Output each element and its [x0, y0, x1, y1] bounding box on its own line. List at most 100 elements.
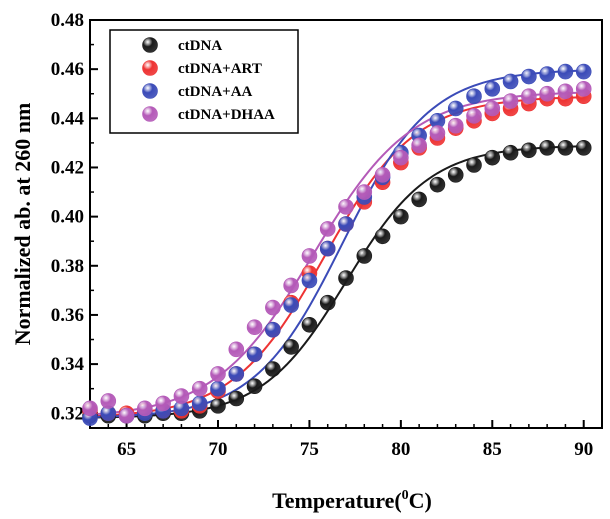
x-tick-label: 65: [117, 439, 136, 460]
data-point: [429, 176, 446, 193]
data-point: [191, 395, 208, 412]
data-point: [319, 240, 336, 257]
y-tick-label: 0.42: [51, 157, 84, 178]
data-point: [575, 140, 592, 156]
y-tick-label: 0.46: [51, 59, 84, 80]
data-point: [356, 184, 373, 200]
data-point: [265, 361, 281, 377]
data-point: [466, 108, 482, 124]
data-point: [484, 100, 501, 117]
data-point: [338, 216, 354, 232]
y-tick-label: 0.44: [51, 108, 85, 129]
data-point: [228, 390, 245, 407]
x-axis-label: Temperature(0C): [272, 488, 432, 513]
data-point: [265, 321, 281, 338]
data-point: [228, 341, 245, 358]
data-point: [557, 63, 574, 80]
y-tick-label: 0.48: [51, 10, 84, 31]
data-point: [210, 398, 226, 414]
y-tick-label: 0.36: [51, 305, 84, 326]
legend-label: ctDNA+DHAA: [178, 107, 275, 123]
data-point: [429, 125, 446, 141]
x-tick-label: 75: [300, 439, 319, 460]
data-point: [447, 100, 464, 117]
data-point: [484, 149, 501, 166]
data-point: [100, 393, 117, 409]
data-point: [557, 83, 574, 100]
data-point: [539, 85, 555, 102]
data-point: [210, 366, 226, 382]
x-tick-label: 90: [574, 439, 593, 460]
data-point: [374, 167, 391, 183]
data-point: [283, 339, 299, 355]
data-point: [338, 199, 354, 215]
legend: ctDNA ctDNA+ART ctDNA+AA ctDNA+DHAA: [109, 29, 299, 134]
data-point: [246, 346, 263, 363]
data-point: [265, 299, 281, 316]
data-point: [319, 221, 336, 237]
data-point: [301, 272, 318, 289]
legend-marker: [142, 37, 158, 53]
legend-box: [109, 29, 299, 134]
fit-curves: [89, 69, 584, 419]
data-point: [393, 149, 409, 166]
y-tick-label: 0.32: [51, 403, 84, 424]
legend-label: ctDNA: [178, 38, 222, 54]
data-point: [502, 144, 519, 161]
data-point: [411, 191, 427, 208]
data-point: [484, 81, 501, 97]
data-point: [283, 277, 299, 294]
legend-marker: [142, 83, 158, 99]
data-point: [228, 366, 245, 382]
data-point: [155, 395, 171, 412]
data-point: [575, 63, 592, 80]
y-tick-label: 0.40: [51, 207, 84, 228]
data-point: [466, 88, 482, 104]
data-point: [447, 167, 464, 183]
data-point: [521, 142, 537, 159]
fit-curve: [89, 91, 584, 416]
y-axis-ticks: 0.32 0.34 0.36 0.38 0.40 0.42 0.44 0.46 0.48: [51, 10, 98, 424]
legend-marker: [142, 60, 158, 76]
data-point: [319, 294, 336, 311]
data-point: [539, 66, 555, 82]
data-point: [521, 88, 537, 104]
data-point: [173, 388, 190, 404]
data-point: [447, 117, 464, 134]
data-point: [301, 316, 318, 333]
data-point: [338, 270, 354, 286]
data-point: [502, 93, 519, 109]
data-point: [283, 297, 299, 313]
data-point: [466, 157, 482, 173]
y-tick-label: 0.38: [51, 256, 84, 277]
fit-curve: [89, 145, 584, 419]
y-tick-label: 0.34: [51, 354, 85, 375]
fit-curve: [89, 69, 584, 419]
data-point: [411, 137, 427, 154]
data-point: [393, 208, 409, 225]
y-axis-label: Normalized ab. at 260 nm: [10, 103, 35, 346]
x-axis-ticks: 65 70 75 80 85 90: [89, 420, 603, 460]
data-point: [210, 380, 226, 397]
data-point: [557, 140, 574, 156]
data-point: [539, 140, 555, 156]
x-tick-label: 80: [391, 439, 410, 460]
data-point: [191, 380, 208, 397]
x-tick-label: 85: [483, 439, 502, 460]
data-point: [82, 400, 98, 417]
data-point: [118, 407, 135, 424]
fit-curve: [89, 96, 584, 418]
data-point: [575, 81, 592, 97]
data-point: [301, 248, 318, 264]
data-point: [137, 400, 153, 417]
x-tick-label: 70: [209, 439, 228, 460]
data-point: [374, 228, 391, 245]
legend-label: ctDNA+AA: [178, 84, 253, 100]
data-point: [246, 378, 263, 395]
data-point: [521, 68, 537, 85]
legend-marker: [142, 106, 158, 122]
data-point: [246, 319, 263, 336]
legend-label: ctDNA+ART: [178, 61, 262, 77]
data-points: [82, 63, 592, 426]
